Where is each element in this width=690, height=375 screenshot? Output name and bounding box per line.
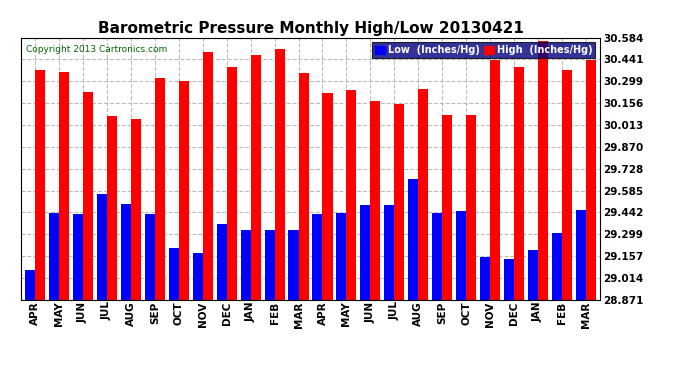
Bar [83, 92, 93, 300]
Bar [322, 93, 333, 300]
Bar [264, 230, 275, 300]
Bar [193, 253, 203, 300]
Bar [25, 270, 35, 300]
Bar [121, 204, 131, 300]
Bar [514, 67, 524, 300]
Bar [299, 74, 308, 300]
Bar [408, 179, 418, 300]
Bar [480, 257, 490, 300]
Title: Barometric Pressure Monthly High/Low 20130421: Barometric Pressure Monthly High/Low 201… [97, 21, 524, 36]
Bar [538, 41, 548, 300]
Bar [49, 213, 59, 300]
Bar [131, 119, 141, 300]
Bar [418, 88, 428, 300]
Bar [576, 210, 586, 300]
Bar [466, 115, 476, 300]
Bar [456, 211, 466, 300]
Legend: Low  (Inches/Hg), High  (Inches/Hg): Low (Inches/Hg), High (Inches/Hg) [372, 42, 595, 58]
Bar [241, 230, 250, 300]
Bar [432, 213, 442, 300]
Bar [145, 214, 155, 300]
Bar [169, 248, 179, 300]
Bar [442, 115, 452, 300]
Text: Copyright 2013 Cartronics.com: Copyright 2013 Cartronics.com [26, 45, 168, 54]
Bar [250, 55, 261, 300]
Bar [552, 233, 562, 300]
Bar [203, 52, 213, 300]
Bar [59, 72, 69, 300]
Bar [586, 60, 596, 300]
Bar [97, 194, 107, 300]
Bar [107, 116, 117, 300]
Bar [35, 70, 45, 300]
Bar [179, 81, 189, 300]
Bar [394, 104, 404, 300]
Bar [313, 214, 322, 300]
Bar [360, 205, 371, 300]
Bar [275, 49, 285, 300]
Bar [504, 259, 514, 300]
Bar [384, 205, 394, 300]
Bar [227, 67, 237, 300]
Bar [371, 101, 380, 300]
Bar [155, 78, 165, 300]
Bar [73, 214, 83, 300]
Bar [346, 90, 357, 300]
Bar [490, 60, 500, 300]
Bar [336, 213, 346, 300]
Bar [217, 224, 227, 300]
Bar [288, 230, 299, 300]
Bar [562, 70, 572, 300]
Bar [528, 250, 538, 300]
